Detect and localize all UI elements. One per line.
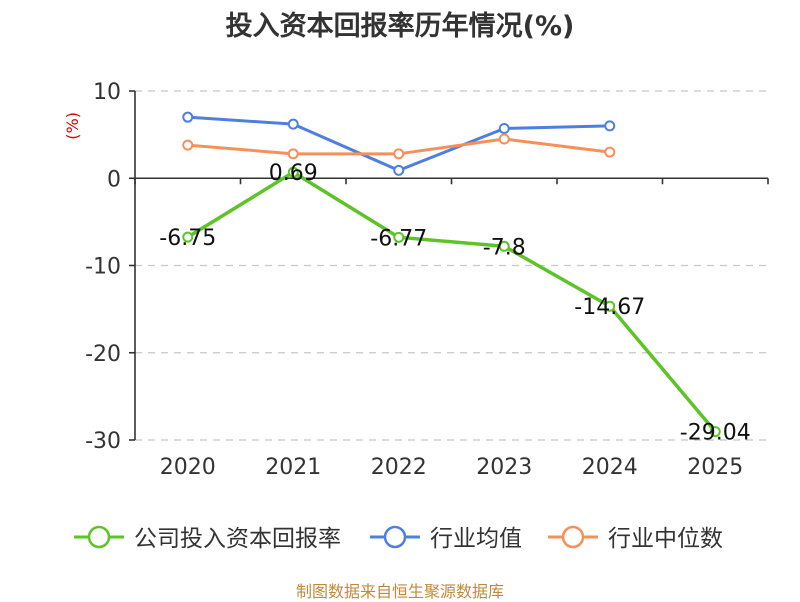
y-tick-label: -30 [85, 429, 121, 454]
series-point-0 [182, 231, 194, 243]
data-label: 0.69 [269, 161, 318, 186]
y-axis-label: (%) [63, 112, 82, 140]
series-point-1 [604, 120, 616, 132]
series-line-0 [186, 170, 717, 433]
data-label: -6.75 [159, 226, 216, 251]
series-point-2 [604, 146, 616, 158]
series-point-0 [287, 166, 299, 178]
series-point-2 [287, 148, 299, 160]
y-tick-label: -20 [85, 342, 121, 367]
series-point-1 [287, 118, 299, 130]
series-point-0 [393, 231, 405, 243]
x-tick-label: 2020 [160, 455, 216, 480]
series-point-1 [182, 111, 194, 123]
legend-label: 行业均值 [430, 526, 522, 552]
x-tick-label: 2025 [687, 455, 743, 480]
y-tick-label: 10 [93, 80, 121, 105]
x-tick-label: 2024 [582, 455, 638, 480]
series-point-2 [393, 148, 405, 160]
y-tick-label: 0 [107, 167, 121, 192]
data-label: -7.8 [483, 235, 526, 260]
legend-label: 公司投入资本回报率 [134, 526, 341, 552]
data-label: -6.77 [370, 226, 427, 251]
footer-source: 制图数据来自恒生聚源数据库 [295, 582, 504, 601]
y-tick-label: -10 [85, 255, 121, 280]
legend-swatch-marker [383, 525, 407, 549]
series-point-2 [182, 139, 194, 151]
series-point-0 [604, 300, 616, 312]
series-point-0 [498, 240, 510, 252]
data-label: -14.67 [574, 295, 645, 320]
series-point-1 [498, 123, 510, 135]
axis-layer: 10 0 -10 -20 -30 (%) 2020 2021 2022 2023 2024 2025 [63, 80, 769, 480]
data-label: -29.04 [680, 421, 751, 446]
chart-title: 投入资本回报率历年情况(%) [225, 11, 575, 42]
legend: 公司投入资本回报率 行业均值 行业中位数 [74, 525, 723, 552]
x-tick-label: 2022 [371, 455, 427, 480]
series-point-2 [498, 133, 510, 145]
grid-layer [135, 90, 768, 441]
data-label-layer: -6.75 0.69 -6.77 -7.8 -14.67 -29.04 [159, 161, 750, 445]
series-point-1 [393, 164, 405, 176]
legend-label: 行业中位数 [608, 526, 723, 552]
x-tick-label: 2023 [476, 455, 532, 480]
x-tick-label: 2021 [265, 455, 321, 480]
legend-swatch-marker [87, 525, 111, 549]
series-point-0 [709, 426, 721, 438]
series-layer [182, 111, 721, 438]
legend-swatch-marker [561, 525, 585, 549]
